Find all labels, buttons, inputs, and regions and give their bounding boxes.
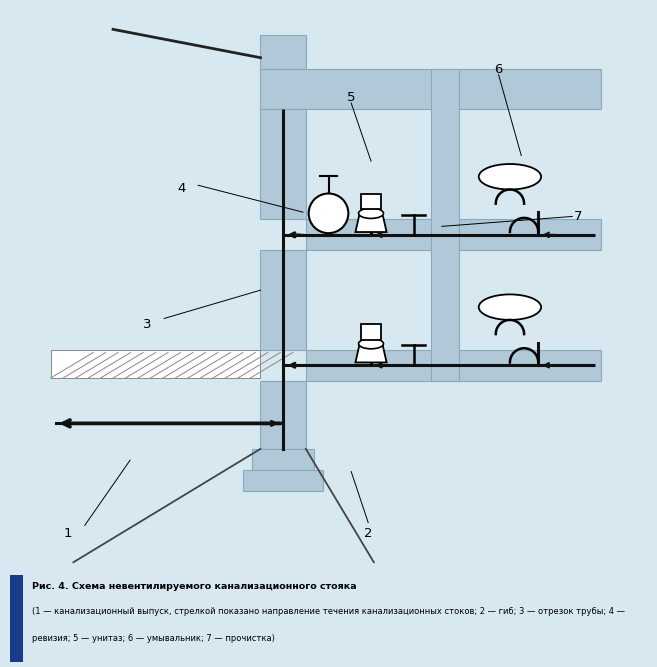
Circle shape bbox=[309, 193, 348, 233]
Bar bbox=[361, 194, 381, 209]
Bar bbox=[260, 109, 306, 219]
Text: 1: 1 bbox=[64, 528, 72, 540]
Bar bbox=[260, 35, 306, 69]
Text: 6: 6 bbox=[495, 63, 503, 75]
Bar bbox=[252, 449, 314, 472]
Polygon shape bbox=[355, 213, 386, 232]
Text: 7: 7 bbox=[574, 210, 582, 223]
Text: (1 — канализационный выпуск, стрелкой показано направление течения канализационн: (1 — канализационный выпуск, стрелкой по… bbox=[32, 607, 625, 616]
Text: 5: 5 bbox=[347, 91, 355, 104]
Text: 4: 4 bbox=[177, 181, 185, 195]
Bar bbox=[10, 575, 22, 662]
Bar bbox=[361, 324, 381, 340]
Text: Рис. 4. Схема невентилируемого канализационного стояка: Рис. 4. Схема невентилируемого канализац… bbox=[32, 582, 357, 591]
Text: 2: 2 bbox=[364, 528, 373, 540]
Ellipse shape bbox=[359, 208, 384, 218]
Bar bbox=[260, 381, 306, 449]
Text: ревизия; 5 — унитаз; 6 — умывальник; 7 — прочистка): ревизия; 5 — унитаз; 6 — умывальник; 7 —… bbox=[32, 634, 275, 643]
Bar bbox=[306, 350, 600, 381]
Ellipse shape bbox=[359, 339, 384, 349]
Bar bbox=[260, 250, 306, 350]
Text: 3: 3 bbox=[143, 317, 151, 331]
Bar bbox=[260, 69, 600, 109]
Bar bbox=[244, 470, 323, 492]
Bar bbox=[306, 219, 600, 251]
Bar bbox=[430, 69, 459, 381]
Ellipse shape bbox=[479, 164, 541, 189]
Bar bbox=[51, 350, 260, 378]
Polygon shape bbox=[355, 344, 386, 362]
Ellipse shape bbox=[479, 294, 541, 320]
